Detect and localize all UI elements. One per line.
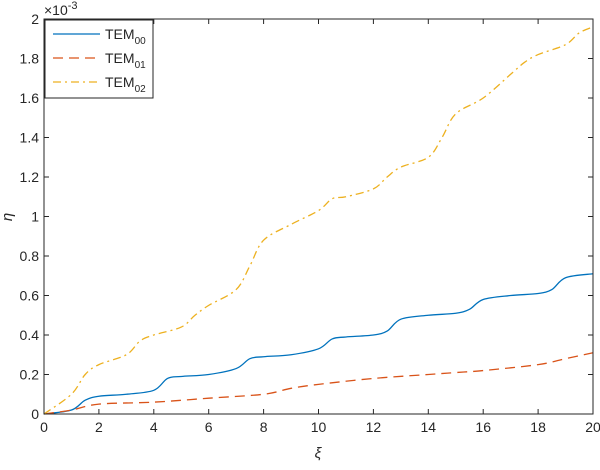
y-tick-label: 1.4 xyxy=(20,130,40,146)
x-tick-label: 20 xyxy=(585,419,600,435)
x-axis-label: ξ xyxy=(315,445,323,462)
y-tick-label: 2 xyxy=(31,11,39,27)
x-tick-label: 6 xyxy=(205,419,213,435)
y-tick-label: 1.2 xyxy=(20,169,40,185)
y-tick-label: 1.8 xyxy=(20,51,40,67)
y-exponent-label: ×10-3 xyxy=(44,0,78,18)
y-tick-label: 0.6 xyxy=(20,288,40,304)
x-tick-label: 10 xyxy=(311,419,327,435)
legend-entry: TEM02 xyxy=(105,74,146,95)
y-tick-label: 1 xyxy=(31,209,39,225)
y-tick-label: 0 xyxy=(31,406,39,422)
y-axis-label: η xyxy=(0,213,16,221)
x-tick-label: 4 xyxy=(150,419,158,435)
plot-lines xyxy=(43,26,594,415)
x-tick-label: 18 xyxy=(530,419,546,435)
axis-ticks: 0 2 4 6 8 10 12 14 16 18 20 0 0.2 0.4 0.6 0.8 1 1.2 1.4 1.6… xyxy=(20,11,600,435)
y-tick-label: 1.6 xyxy=(20,90,40,106)
y-tick-label: 0.8 xyxy=(20,248,40,264)
legend-entry: TEM00 xyxy=(105,26,146,47)
x-tick-label: 14 xyxy=(421,419,437,435)
x-tick-label: 12 xyxy=(366,419,382,435)
legend-box xyxy=(44,19,154,99)
series-line-00 xyxy=(43,273,594,415)
x-tick-label: 16 xyxy=(475,419,491,435)
y-tick-label: 0.2 xyxy=(20,367,40,383)
legend: TEM00 TEM01 TEM02 xyxy=(44,19,154,99)
series-line-02 xyxy=(43,26,594,415)
y-tick-label: 0.4 xyxy=(20,327,40,343)
series-line-01 xyxy=(43,352,594,415)
legend-entry: TEM01 xyxy=(105,50,146,71)
x-tick-label: 2 xyxy=(95,419,103,435)
x-tick-label: 8 xyxy=(260,419,268,435)
x-tick-label: 0 xyxy=(40,419,48,435)
